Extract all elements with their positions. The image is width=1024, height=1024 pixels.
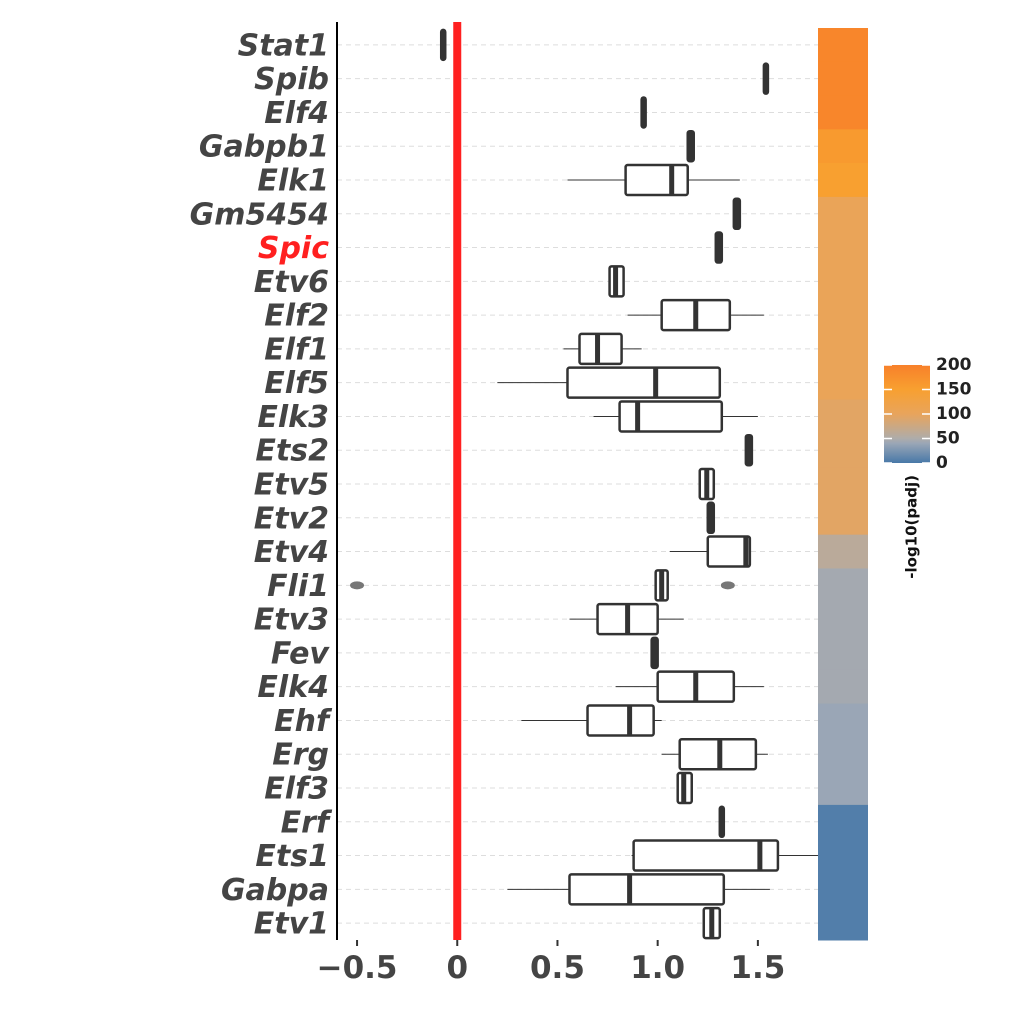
heat-cell: [818, 703, 868, 738]
heat-cell: [818, 838, 868, 873]
box: [632, 839, 780, 872]
box: [566, 366, 722, 399]
category-label: Fev: [271, 636, 331, 671]
heat-cell: [818, 602, 868, 637]
box: [578, 332, 623, 366]
category-label: Etv5: [254, 468, 329, 503]
heat-cell: [818, 636, 868, 671]
box: [706, 535, 752, 568]
x-tick-label: 1.0: [630, 950, 685, 986]
heat-cell: [818, 230, 868, 265]
category-label: Ets1: [255, 839, 329, 874]
category-label: Erf: [281, 805, 333, 840]
heat-cell: [818, 129, 868, 164]
legend-tick-label: 200: [936, 355, 972, 375]
heat-cell: [818, 399, 868, 434]
heat-cell: [818, 332, 868, 367]
category-label: Fli1: [267, 569, 329, 604]
category-label: Elf1: [264, 332, 329, 367]
category-label: Elf2: [264, 299, 329, 334]
heat-cell: [818, 669, 868, 705]
category-label: Elf4: [264, 96, 329, 131]
category-label: Erg: [272, 738, 329, 773]
category-label: Gm5454: [190, 197, 329, 232]
heat-cell: [818, 804, 868, 840]
heat-cell: [818, 298, 868, 333]
category-label: Etv6: [254, 265, 329, 300]
outlier: [720, 581, 735, 590]
category-label: Etv1: [254, 907, 329, 942]
heat-cell: [818, 196, 868, 232]
box: [568, 873, 726, 906]
category-label: Elk1: [257, 164, 329, 199]
heat-cell: [818, 500, 868, 536]
box: [586, 704, 655, 737]
category-label: Ehf: [274, 704, 333, 739]
outlier: [350, 581, 365, 590]
legend-title: -log10(padj): [903, 475, 921, 579]
category-label: Stat1: [238, 28, 329, 63]
category-label: Elk3: [257, 400, 329, 435]
legend-tick-label: 50: [936, 429, 960, 449]
x-tick-label: 1.5: [730, 950, 785, 986]
heat-cell: [818, 28, 868, 63]
x-tick-label: 0: [446, 950, 468, 986]
category-label: Spib: [254, 62, 329, 97]
category-label: Gabpb1: [199, 130, 329, 165]
heat-cell: [818, 534, 868, 569]
category-label: Elf3: [264, 772, 329, 807]
heat-cell: [818, 771, 868, 806]
heat-cell: [818, 737, 868, 772]
box: [618, 400, 724, 433]
legend-tick-label: 100: [936, 404, 972, 424]
heat-cell: [818, 872, 868, 907]
heat-cell: [818, 365, 868, 401]
heat-cell: [818, 95, 868, 130]
x-tick-label: 0.5: [530, 950, 585, 986]
category-label: Elf5: [264, 366, 329, 401]
legend-tick-label: 150: [936, 380, 972, 400]
category-label: Spic: [258, 231, 329, 266]
heat-cell: [818, 467, 868, 502]
legend-tick-label: 0: [936, 453, 948, 473]
x-tick-label: −0.5: [317, 950, 398, 986]
category-label: Gabpa: [221, 873, 329, 908]
heat-cell: [818, 163, 868, 198]
heat-cell: [818, 906, 868, 941]
category-label: Elk4: [257, 670, 329, 705]
category-label: Ets2: [255, 434, 329, 469]
box: [624, 163, 689, 197]
category-label: Etv2: [254, 501, 329, 536]
category-label: Etv3: [254, 603, 329, 638]
heat-cell: [818, 61, 868, 97]
heat-cell: [818, 568, 868, 603]
heat-cell: [818, 433, 868, 468]
heat-cell: [818, 264, 868, 299]
category-label: Etv4: [254, 535, 329, 570]
